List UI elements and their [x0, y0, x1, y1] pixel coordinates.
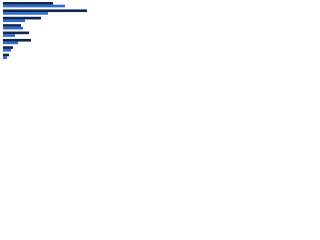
bar [3, 46, 13, 49]
bar [3, 26, 23, 30]
bar [3, 48, 11, 52]
bar [3, 19, 25, 23]
bar [3, 41, 18, 45]
bar [3, 12, 48, 15]
bar [3, 38, 31, 42]
bar [3, 34, 15, 37]
bar [3, 4, 65, 8]
bar [3, 31, 29, 35]
bar [3, 2, 53, 5]
bar [3, 16, 41, 20]
bar [3, 24, 21, 27]
chart [3, 2, 87, 59]
bar [3, 9, 87, 13]
bar [3, 56, 7, 59]
bar [3, 53, 9, 57]
